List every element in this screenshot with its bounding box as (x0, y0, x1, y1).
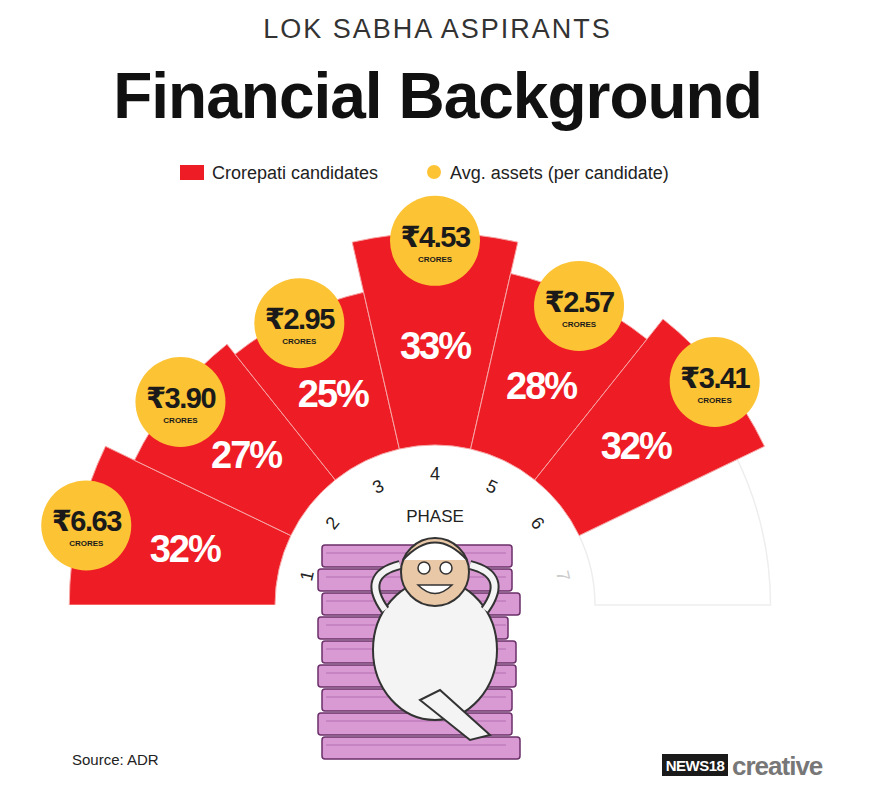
data-label: 27% (211, 434, 282, 476)
tick-label: 1 (296, 569, 318, 583)
asset-circle (390, 196, 480, 286)
illustration (318, 538, 520, 759)
asset-circle (534, 261, 624, 351)
asset-circle (135, 357, 225, 447)
asset-label: ₹3.41 (680, 362, 750, 394)
asset-label: ₹2.57 (544, 286, 613, 318)
money-stack (322, 737, 520, 759)
tick-label: 4 (430, 464, 440, 484)
asset-label: ₹3.90 (146, 382, 215, 414)
asset-label: ₹2.95 (265, 303, 335, 335)
figure-head (401, 538, 469, 606)
axis-label: PHASE (406, 507, 464, 526)
chart: LOK SABHA ASPIRANTS Financial Background C… (0, 0, 875, 795)
asset-unit: CRORES (562, 320, 597, 329)
tick-label: 2 (321, 513, 343, 533)
tick-label: 6 (527, 513, 549, 533)
figure-leg (420, 690, 490, 740)
logo-text: NEWS18 (666, 757, 725, 774)
logo-text: creative (732, 751, 823, 781)
data-label: 28% (506, 365, 577, 407)
asset-label: ₹6.63 (52, 505, 122, 537)
figure-eye (418, 562, 430, 574)
legend-label: Avg. assets (per candidate) (450, 163, 669, 183)
data-label: 25% (298, 373, 369, 415)
logo-box (662, 754, 728, 776)
asset-circle (254, 278, 344, 368)
asset-unit: CRORES (418, 255, 453, 264)
asset-unit: CRORES (163, 416, 198, 425)
legend: Crorepati candidates Avg. assets (per can… (180, 163, 669, 183)
money-line (326, 745, 506, 746)
source: Source: ADR (72, 751, 159, 768)
tick-label: 7 (552, 569, 574, 583)
figure-smile (418, 585, 452, 594)
legend-label: Crorepati candidates (212, 163, 378, 183)
legend-swatch (427, 165, 441, 179)
figure-hair (403, 543, 467, 561)
wedges (69, 233, 764, 605)
asset-unit: CRORES (282, 337, 317, 346)
tick-label: 3 (369, 476, 387, 498)
subtitle: LOK SABHA ASPIRANTS (263, 14, 612, 44)
asset-circle (41, 480, 131, 570)
legend-swatch (180, 165, 204, 180)
asset-circle (670, 337, 760, 427)
wedge (535, 319, 765, 536)
asset-unit: CRORES (69, 539, 104, 548)
data-label: 32% (601, 425, 672, 467)
data-label: 33% (400, 325, 471, 367)
background (0, 0, 875, 795)
figure-eye (440, 562, 452, 574)
title: Financial Background (113, 60, 762, 132)
money-line (326, 721, 506, 722)
asset-unit: CRORES (698, 396, 733, 405)
tick-label: 5 (483, 476, 501, 498)
data-label: 32% (150, 528, 221, 570)
asset-label: ₹4.53 (400, 221, 470, 253)
